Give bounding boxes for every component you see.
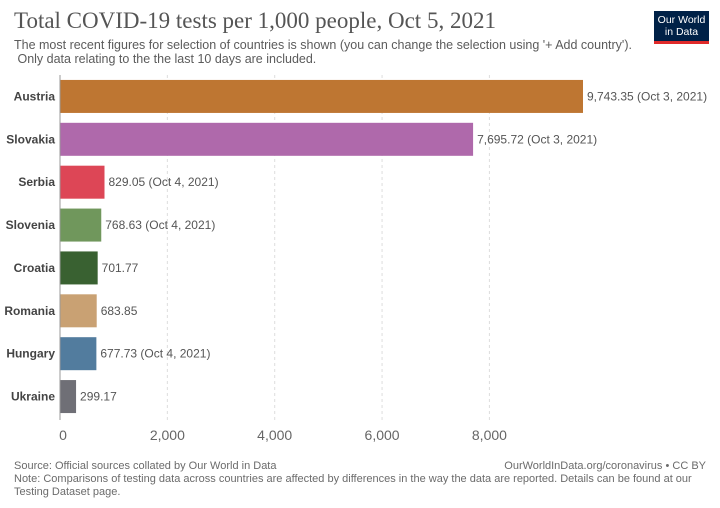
chart-subtitle: The most recent figures for selection of… bbox=[14, 38, 634, 66]
bar-slovakia bbox=[60, 122, 474, 156]
value-label-austria: 9,743.35 (Oct 3, 2021) bbox=[587, 89, 707, 103]
logo-line-2: in Data bbox=[664, 26, 699, 38]
logo-line-1: Our World bbox=[657, 14, 706, 26]
logo-accent-bar bbox=[654, 41, 709, 44]
footer-note-line-2: Testing Dataset page. bbox=[14, 486, 121, 498]
bar-ukraine bbox=[60, 380, 77, 414]
bar-romania bbox=[60, 294, 97, 328]
owid-logo[interactable]: Our World in Data bbox=[654, 11, 709, 44]
category-label-romania: Romania bbox=[4, 304, 55, 318]
subtitle-line-1: The most recent figures for selection of… bbox=[14, 38, 632, 52]
value-label-slovenia: 768.63 (Oct 4, 2021) bbox=[105, 218, 215, 232]
bar-croatia bbox=[60, 251, 98, 285]
value-label-slovakia: 7,695.72 (Oct 3, 2021) bbox=[477, 132, 597, 146]
value-label-croatia: 701.77 bbox=[102, 261, 139, 275]
footer-source: Source: Official sources collated by Our… bbox=[14, 460, 277, 472]
x-tick-label-2: 4,000 bbox=[257, 427, 292, 443]
value-label-romania: 683.85 bbox=[101, 304, 138, 318]
x-tick-label-1: 2,000 bbox=[150, 427, 185, 443]
bar-hungary bbox=[60, 337, 97, 371]
category-label-serbia: Serbia bbox=[18, 175, 55, 189]
category-label-hungary: Hungary bbox=[6, 347, 55, 361]
category-label-ukraine: Ukraine bbox=[11, 390, 55, 404]
value-label-ukraine: 299.17 bbox=[80, 390, 117, 404]
bar-serbia bbox=[60, 165, 105, 199]
category-label-slovakia: Slovakia bbox=[6, 132, 55, 146]
x-tick-label-4: 8,000 bbox=[472, 427, 507, 443]
x-tick-label-3: 6,000 bbox=[365, 427, 400, 443]
chart-title: Total COVID-19 tests per 1,000 people, O… bbox=[14, 8, 496, 33]
x-tick-label-0: 0 bbox=[59, 427, 67, 443]
bar-slovenia bbox=[60, 208, 102, 242]
value-label-serbia: 829.05 (Oct 4, 2021) bbox=[109, 175, 219, 189]
value-label-hungary: 677.73 (Oct 4, 2021) bbox=[100, 347, 210, 361]
bar-austria bbox=[60, 79, 583, 113]
subtitle-line-2: Only data relating to the the last 10 da… bbox=[14, 52, 317, 66]
category-label-slovenia: Slovenia bbox=[6, 218, 56, 232]
footer-note-line-1: Note: Comparisons of testing data across… bbox=[14, 473, 692, 485]
category-label-austria: Austria bbox=[14, 89, 56, 103]
footer-license[interactable]: OurWorldInData.org/coronavirus • CC BY bbox=[504, 460, 706, 472]
category-label-croatia: Croatia bbox=[14, 261, 56, 275]
